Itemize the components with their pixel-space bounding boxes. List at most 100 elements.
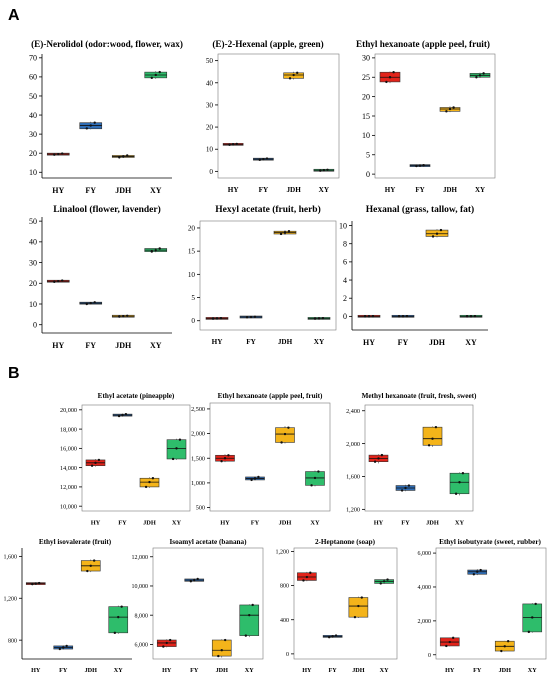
x-tick-label: HY (374, 519, 384, 526)
data-point (479, 568, 482, 572)
y-tick-label: 6 (343, 258, 347, 267)
data-point (367, 315, 371, 318)
data-point (400, 489, 404, 492)
data-point (319, 169, 322, 172)
data-point (253, 315, 257, 318)
x-tick-label: JDH (426, 519, 439, 526)
box-HY (156, 638, 177, 648)
box-XY (469, 72, 491, 79)
box-HY (205, 316, 229, 320)
y-tick-label: 60 (29, 73, 37, 82)
data-point (302, 579, 305, 582)
box-HY (379, 71, 401, 84)
data-point (53, 280, 56, 284)
plot-frame (209, 402, 331, 512)
y-tick-label: 2 (343, 294, 347, 303)
data-point (178, 438, 182, 441)
y-tick-label: 10 (339, 221, 347, 230)
data-point (458, 481, 461, 484)
data-point (448, 640, 451, 644)
data-point (251, 603, 254, 607)
data-point (124, 412, 128, 416)
data-point (257, 475, 260, 479)
y-tick-label: 0 (343, 312, 347, 321)
data-point (219, 316, 223, 320)
y-tick-label: 30 (29, 258, 37, 267)
plot-frame (199, 220, 337, 331)
data-point (373, 460, 377, 463)
data-point (527, 630, 531, 634)
y-tick-label: 10 (206, 146, 214, 154)
data-point (382, 580, 386, 583)
chart-title: Ethyl isobutyrate (sweet, rubber) (439, 538, 541, 546)
data-point (220, 459, 223, 463)
data-point (223, 638, 227, 642)
data-point (279, 232, 283, 236)
x-tick-label: JDH (115, 186, 132, 195)
y-tick-label: 0 (428, 653, 431, 659)
data-point (377, 457, 380, 460)
x-tick-label: FY (59, 667, 68, 674)
y-tick-label: 1,200 (346, 507, 360, 514)
data-point (401, 315, 405, 318)
data-point (31, 582, 34, 586)
box-FY (467, 568, 488, 576)
data-point (151, 477, 155, 480)
box-FY (184, 577, 205, 583)
y-tick-label: 6,000 (418, 551, 432, 557)
box-JDH (111, 154, 135, 159)
chart-2: (E)-2-Hexenal (apple, green) 0 10 20 30 40 50 H… (206, 39, 340, 194)
data-point (248, 613, 251, 617)
box-JDH (80, 559, 101, 573)
x-tick-label: HY (302, 667, 312, 674)
plot-frame (364, 404, 474, 512)
panel-label-b: B (8, 365, 20, 382)
box-FY (253, 157, 274, 162)
box-XY (108, 605, 129, 635)
y-tick-label: 40 (29, 111, 37, 120)
chart-title: (E)-Nerolidol (odor:wood, flower, wax) (31, 39, 183, 49)
x-tick-label: XY (455, 519, 465, 526)
x-tick-label: FY (415, 186, 424, 194)
data-point (476, 570, 479, 573)
data-point (385, 80, 388, 84)
data-point (317, 317, 321, 320)
x-tick-label: XY (150, 186, 162, 195)
data-point (388, 76, 392, 79)
box-JDH (283, 71, 304, 80)
data-point (93, 121, 96, 124)
data-point (482, 72, 485, 75)
box-body (348, 597, 369, 618)
data-point (220, 649, 223, 652)
box-JDH (422, 425, 443, 447)
y-tick-label: 4,000 (418, 585, 432, 591)
x-tick-label: XY (150, 341, 162, 350)
x-tick-label: FY (398, 338, 409, 347)
x-tick-label: JDH (443, 186, 458, 194)
data-point (37, 581, 41, 585)
chart-title: Isoamyl acetate (banana) (169, 538, 247, 546)
x-tick-label: XY (314, 338, 325, 346)
y-tick-label: 10,000 (132, 584, 149, 590)
data-point (150, 76, 153, 80)
x-tick-label: FY (329, 667, 338, 674)
box-JDH (211, 638, 232, 658)
chart-title: Hexyl acetate (fruit, herb) (215, 204, 321, 215)
x-tick-label: XY (245, 667, 254, 674)
data-point (215, 317, 219, 320)
x-tick-label: XY (475, 186, 485, 194)
chart-6: Hexanal (grass, tallow, fat) 0 2 4 6 8 10 HY FY J… (339, 204, 488, 347)
panel-label-a: A (8, 7, 20, 24)
box-HY (85, 458, 106, 467)
data-point (117, 615, 120, 619)
data-point (397, 315, 401, 318)
data-point (313, 476, 317, 480)
data-point (317, 470, 320, 473)
box-XY (459, 314, 483, 318)
y-tick-label: 20,000 (60, 407, 77, 414)
chart-title: Ethyl hexanoate (apple peel, fruit) (356, 39, 490, 49)
data-point (392, 71, 395, 74)
box-HY (357, 314, 381, 318)
y-tick-label: 12,000 (60, 484, 77, 491)
